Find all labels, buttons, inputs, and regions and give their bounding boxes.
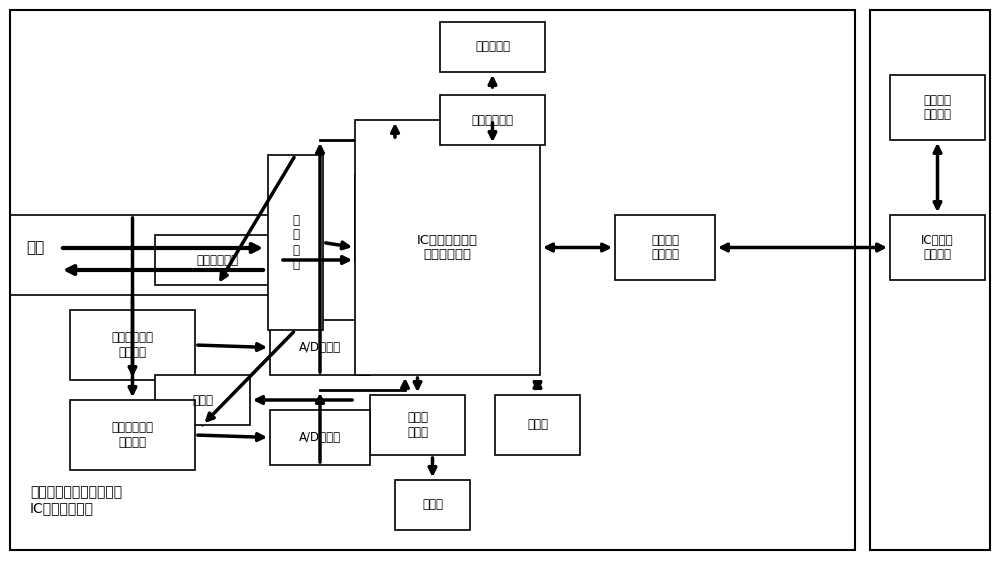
Bar: [890, 75, 985, 140]
Text: 热能售卖
管理系统: 热能售卖 管理系统: [924, 94, 952, 122]
Bar: [270, 320, 370, 375]
Bar: [10, 10, 855, 550]
Bar: [268, 155, 323, 330]
Bar: [395, 480, 470, 530]
Text: 流量计量装置: 流量计量装置: [196, 253, 239, 266]
Bar: [370, 395, 465, 455]
Bar: [870, 10, 990, 550]
Bar: [270, 410, 370, 465]
Text: 热
转
换
器: 热 转 换 器: [292, 214, 299, 272]
Bar: [890, 215, 985, 280]
Text: 回流介质温度
检测装置: 回流介质温度 检测装置: [112, 421, 154, 449]
Bar: [495, 395, 580, 455]
Text: A/D转换器: A/D转换器: [299, 431, 341, 444]
Bar: [70, 310, 195, 380]
Text: 余量判
别电路: 余量判 别电路: [407, 411, 428, 439]
Bar: [615, 215, 715, 280]
Text: IC卡信息
交换模块: IC卡信息 交换模块: [921, 233, 954, 261]
Text: 介质: 介质: [26, 240, 44, 256]
Bar: [155, 375, 250, 425]
Text: 嵌有信息安全管理模块的
IC卡智能热能表: 嵌有信息安全管理模块的 IC卡智能热能表: [30, 485, 122, 515]
Text: 液晶显示器: 液晶显示器: [475, 40, 510, 53]
Text: 蜂鸣器: 蜂鸣器: [422, 499, 443, 512]
Text: 供应介质温度
检测装置: 供应介质温度 检测装置: [112, 331, 154, 359]
Text: IC卡智能热能表
终端主控制器: IC卡智能热能表 终端主控制器: [417, 233, 478, 261]
Bar: [440, 22, 545, 72]
Text: A/D转换器: A/D转换器: [299, 341, 341, 354]
Text: 流量阈: 流量阈: [192, 394, 213, 407]
Bar: [155, 235, 280, 285]
Text: 信息安全
管理模块: 信息安全 管理模块: [651, 233, 679, 261]
Text: 液晶显示电路: 液晶显示电路: [472, 114, 514, 127]
Text: 存储器: 存储器: [527, 419, 548, 432]
Bar: [70, 400, 195, 470]
Bar: [440, 95, 545, 145]
Bar: [355, 120, 540, 375]
